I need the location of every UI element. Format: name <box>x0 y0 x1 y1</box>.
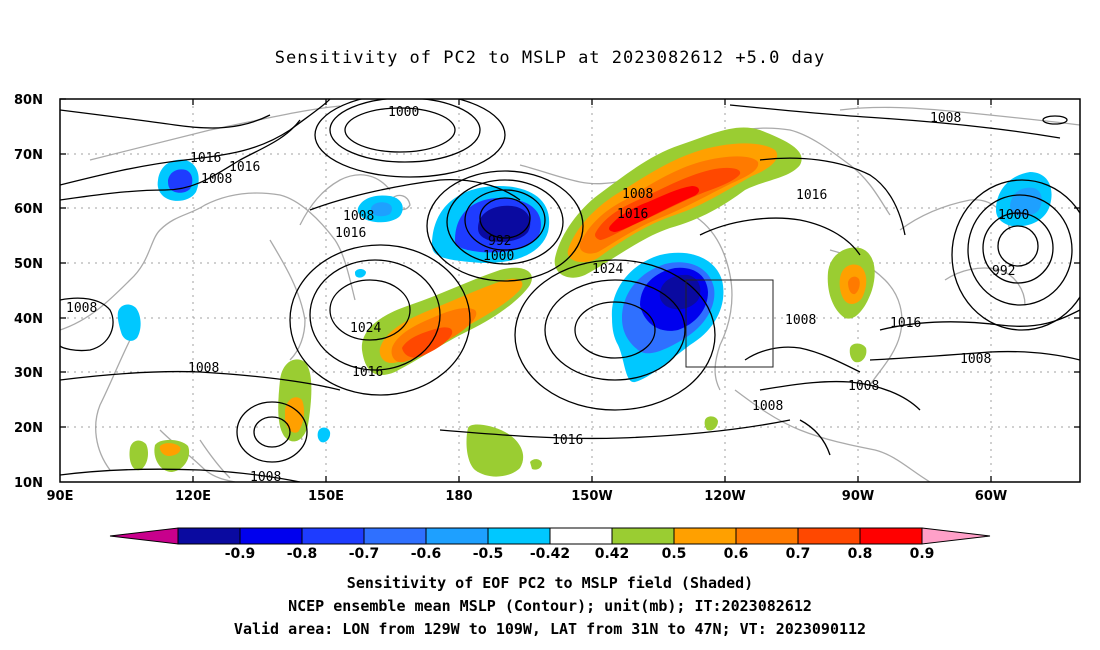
positive-region <box>609 186 700 232</box>
colorbar-label: -0.42 <box>530 546 570 562</box>
negative-region <box>355 269 366 278</box>
negative-region <box>371 202 392 217</box>
lon-label: 90E <box>47 489 74 504</box>
lon-label: 150E <box>308 489 344 504</box>
contour-label: 1008 <box>622 187 653 202</box>
positive-region <box>466 424 524 477</box>
contour-label: 1016 <box>190 151 221 166</box>
positive-region <box>530 459 542 470</box>
contour-labels: 1000 1008 1016 1008 1008 1016 992 1000 1… <box>66 105 1029 485</box>
contour-label: 1016 <box>229 160 260 175</box>
map-plot-area <box>60 99 1080 482</box>
lat-label: 30N <box>14 366 43 381</box>
colorbar-segment <box>239 527 303 545</box>
lon-label: 90W <box>842 489 874 504</box>
lon-label: 120E <box>175 489 211 504</box>
colorbar-segment <box>487 527 551 545</box>
lat-label: 10N <box>14 476 43 491</box>
contour-label: 1016 <box>352 365 383 380</box>
colorbar-label: -0.9 <box>225 546 256 562</box>
contour-label: 1008 <box>188 361 219 376</box>
lat-label: 80N <box>14 93 43 108</box>
longitude-labels: 90E 120E 150E 180 150W 120W 90W 60W <box>47 489 1008 504</box>
lon-label: 150W <box>571 489 612 504</box>
contour-label: 1016 <box>335 226 366 241</box>
negative-region <box>317 427 331 443</box>
positive-region <box>402 327 453 358</box>
contour-label: 1008 <box>930 111 961 126</box>
latitude-labels: 80N 70N 60N 50N 40N 30N 20N 10N <box>14 93 43 491</box>
caption-line-1: Sensitivity of EOF PC2 to MSLP field (Sh… <box>346 574 754 592</box>
colorbar-label: 0.6 <box>724 546 749 562</box>
positive-region <box>848 276 860 295</box>
sensitivity-shading <box>117 127 1052 477</box>
map-title: Sensitivity of PC2 to MSLP at 2023082612… <box>274 48 826 68</box>
positive-region <box>849 343 867 363</box>
colorbar-label: -0.5 <box>473 546 504 562</box>
negative-region <box>659 274 701 310</box>
colorbar-segment <box>735 527 799 545</box>
colorbar-segment <box>797 527 861 545</box>
lat-label: 40N <box>14 312 43 327</box>
contour-label: 1024 <box>350 321 381 336</box>
colorbar-label: -0.7 <box>349 546 380 562</box>
colorbar-label: 0.8 <box>848 546 873 562</box>
contour-label: 1000 <box>998 208 1029 223</box>
colorbar-segment <box>673 527 737 545</box>
lat-label: 50N <box>14 257 43 272</box>
mslp-contours <box>60 99 1080 482</box>
colorbar-segment <box>611 527 675 545</box>
contour-label: 1024 <box>592 262 623 277</box>
lat-label: 60N <box>14 202 43 217</box>
colorbar-segment <box>549 527 613 545</box>
contour-label: 1008 <box>343 209 374 224</box>
colorbar-segment <box>425 527 489 545</box>
contour-label: 1008 <box>752 399 783 414</box>
positive-region <box>159 443 181 456</box>
lon-label: 60W <box>975 489 1007 504</box>
colorbar-segment <box>301 527 365 545</box>
colorbar-high-triangle <box>921 527 991 545</box>
contour-label: 1008 <box>785 313 816 328</box>
lat-label: 70N <box>14 148 43 163</box>
contour-label: 1016 <box>796 188 827 203</box>
contour-label: 1008 <box>960 352 991 367</box>
contour-label: 1008 <box>848 379 879 394</box>
positive-region <box>129 440 148 471</box>
caption-line-2: NCEP ensemble mean MSLP (Contour); unit(… <box>288 597 812 615</box>
contour-label: 992 <box>488 234 511 249</box>
colorbar-segment <box>363 527 427 545</box>
lat-label: 20N <box>14 421 43 436</box>
colorbar-label: 0.9 <box>910 546 935 562</box>
lon-label: 120W <box>704 489 745 504</box>
colorbar-label: 0.42 <box>595 546 630 562</box>
colorbar-label: 0.7 <box>786 546 811 562</box>
colorbar-segment <box>177 527 241 545</box>
contour-label: 1000 <box>483 249 514 264</box>
colorbar-segment <box>859 527 923 545</box>
contour-label: 1000 <box>388 105 419 120</box>
colorbar-label: -0.6 <box>411 546 442 562</box>
contour-label: 1016 <box>617 207 648 222</box>
negative-region <box>117 304 141 341</box>
colorbar-label: 0.5 <box>662 546 687 562</box>
positive-region <box>704 416 718 431</box>
contour-label: 1008 <box>201 172 232 187</box>
contour-label: 992 <box>992 264 1015 279</box>
contour-label: 1016 <box>890 316 921 331</box>
negative-region <box>478 205 531 242</box>
colorbar: -0.9 -0.8 -0.7 -0.6 -0.5 -0.42 0.42 0.5 0.6 0.7 0.… <box>109 527 991 562</box>
valid-area-box <box>685 279 774 368</box>
map-frame <box>59 98 1081 483</box>
tick-marks <box>60 98 1080 482</box>
colorbar-label: -0.8 <box>287 546 318 562</box>
colorbar-low-triangle <box>109 527 179 545</box>
contour-label: 1008 <box>66 301 97 316</box>
lon-label: 180 <box>445 489 472 504</box>
caption-line-3: Valid area: LON from 129W to 109W, LAT f… <box>233 620 867 638</box>
contour-label: 1016 <box>552 433 583 448</box>
